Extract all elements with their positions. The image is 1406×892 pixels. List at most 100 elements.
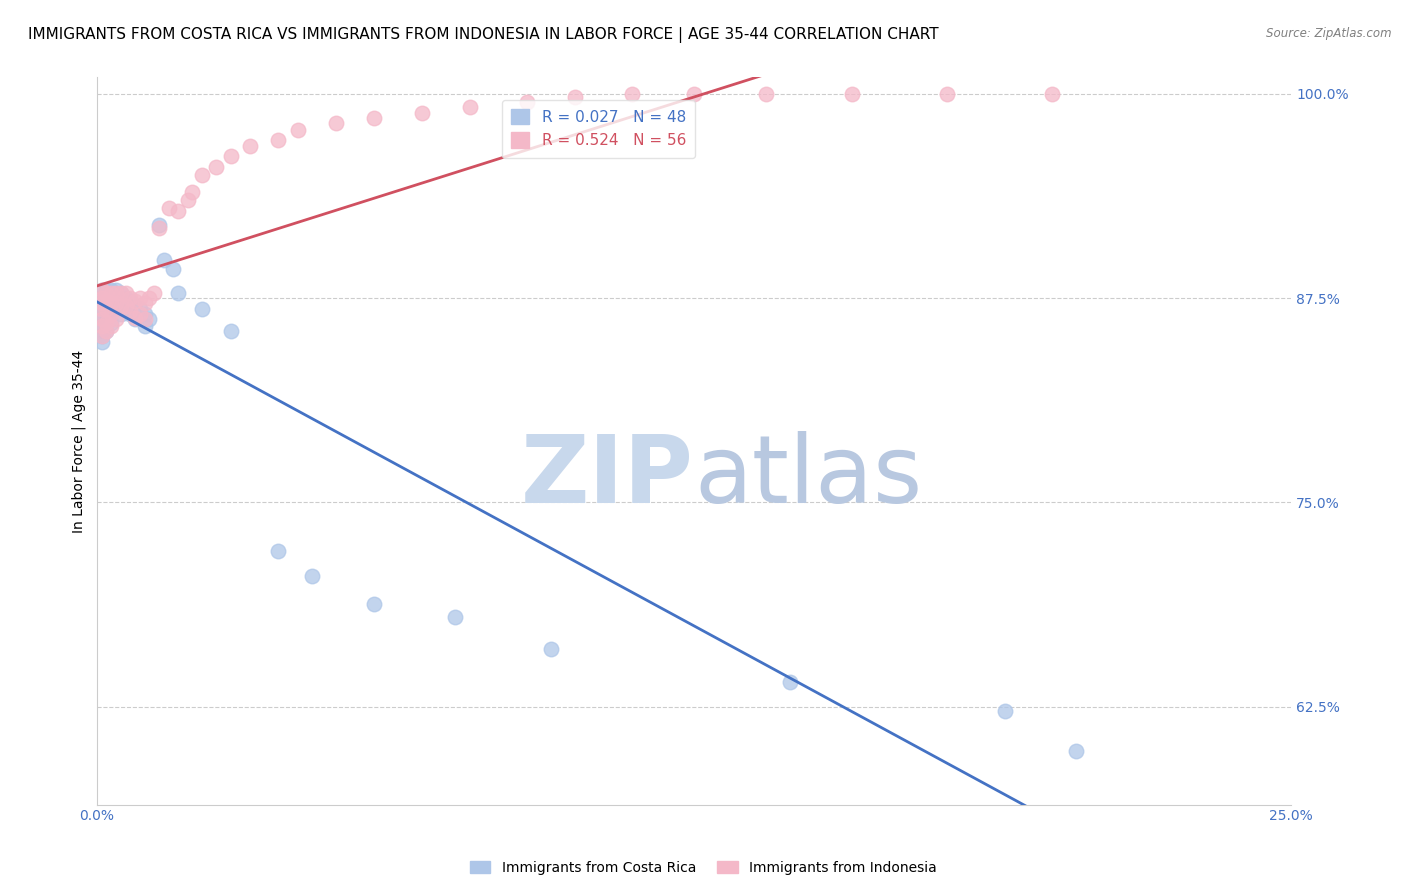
Point — [110, 296, 132, 310]
Point — [100, 316, 122, 330]
Point — [120, 304, 142, 318]
Point — [1042, 87, 1064, 101]
Point — [96, 302, 118, 317]
Point — [994, 705, 1017, 719]
Point — [458, 100, 481, 114]
Point — [100, 302, 122, 317]
Point — [176, 193, 198, 207]
Point — [90, 291, 112, 305]
Point — [96, 316, 118, 330]
Point — [516, 95, 538, 109]
Point — [100, 283, 122, 297]
Point — [152, 253, 174, 268]
Point — [267, 132, 290, 146]
Point — [219, 149, 242, 163]
Point — [114, 302, 136, 317]
Point — [148, 220, 170, 235]
Point — [134, 296, 156, 310]
Point — [110, 307, 132, 321]
Point — [100, 296, 122, 310]
Point — [90, 335, 112, 350]
Point — [90, 299, 112, 313]
Point — [167, 286, 190, 301]
Point — [90, 316, 112, 330]
Point — [1066, 744, 1088, 758]
Point — [114, 291, 136, 305]
Point — [167, 204, 190, 219]
Text: IMMIGRANTS FROM COSTA RICA VS IMMIGRANTS FROM INDONESIA IN LABOR FORCE | AGE 35-: IMMIGRANTS FROM COSTA RICA VS IMMIGRANTS… — [28, 27, 939, 43]
Point — [239, 139, 262, 153]
Point — [181, 185, 204, 199]
Point — [779, 675, 801, 690]
Y-axis label: In Labor Force | Age 35-44: In Labor Force | Age 35-44 — [72, 350, 86, 533]
Point — [267, 544, 290, 558]
Legend: Immigrants from Costa Rica, Immigrants from Indonesia: Immigrants from Costa Rica, Immigrants f… — [464, 855, 942, 880]
Point — [90, 324, 112, 338]
Point — [90, 307, 112, 321]
Point — [363, 597, 385, 611]
Point — [96, 324, 118, 338]
Point — [301, 569, 323, 583]
Point — [157, 201, 180, 215]
Point — [124, 294, 146, 309]
Point — [96, 324, 118, 338]
Point — [120, 294, 142, 309]
Point — [90, 283, 112, 297]
Point — [100, 286, 122, 301]
Point — [143, 286, 166, 301]
Point — [90, 291, 112, 305]
Point — [100, 318, 122, 333]
Point — [90, 328, 112, 343]
Point — [124, 310, 146, 325]
Point — [96, 291, 118, 305]
Point — [96, 307, 118, 321]
Point — [96, 286, 118, 301]
Point — [134, 307, 156, 321]
Point — [104, 296, 127, 310]
Point — [90, 296, 112, 310]
Point — [134, 318, 156, 333]
Point — [134, 312, 156, 326]
Point — [148, 218, 170, 232]
Point — [841, 87, 863, 101]
Point — [110, 286, 132, 301]
Point — [205, 161, 228, 175]
Point — [128, 302, 150, 317]
Point — [104, 299, 127, 313]
Point — [120, 291, 142, 305]
Point — [90, 328, 112, 343]
Point — [936, 87, 959, 101]
Point — [620, 87, 643, 101]
Point — [96, 299, 118, 313]
Legend: R = 0.027   N = 48, R = 0.524   N = 56: R = 0.027 N = 48, R = 0.524 N = 56 — [502, 100, 695, 158]
Point — [104, 291, 127, 305]
Point — [325, 116, 347, 130]
Point — [128, 291, 150, 305]
Point — [104, 286, 127, 301]
Point — [444, 609, 467, 624]
Point — [124, 299, 146, 313]
Point — [104, 312, 127, 326]
Point — [138, 312, 160, 326]
Point — [128, 307, 150, 321]
Point — [191, 302, 214, 317]
Point — [96, 294, 118, 309]
Point — [90, 312, 112, 326]
Point — [114, 299, 136, 313]
Point — [90, 318, 112, 333]
Text: Source: ZipAtlas.com: Source: ZipAtlas.com — [1267, 27, 1392, 40]
Point — [120, 307, 142, 321]
Point — [100, 307, 122, 321]
Point — [219, 324, 242, 338]
Point — [110, 286, 132, 301]
Point — [564, 90, 586, 104]
Point — [683, 87, 706, 101]
Text: atlas: atlas — [695, 432, 922, 524]
Point — [363, 112, 385, 126]
Point — [287, 122, 309, 136]
Point — [90, 283, 112, 297]
Point — [162, 261, 184, 276]
Point — [540, 642, 562, 657]
Point — [110, 299, 132, 313]
Point — [411, 106, 433, 120]
